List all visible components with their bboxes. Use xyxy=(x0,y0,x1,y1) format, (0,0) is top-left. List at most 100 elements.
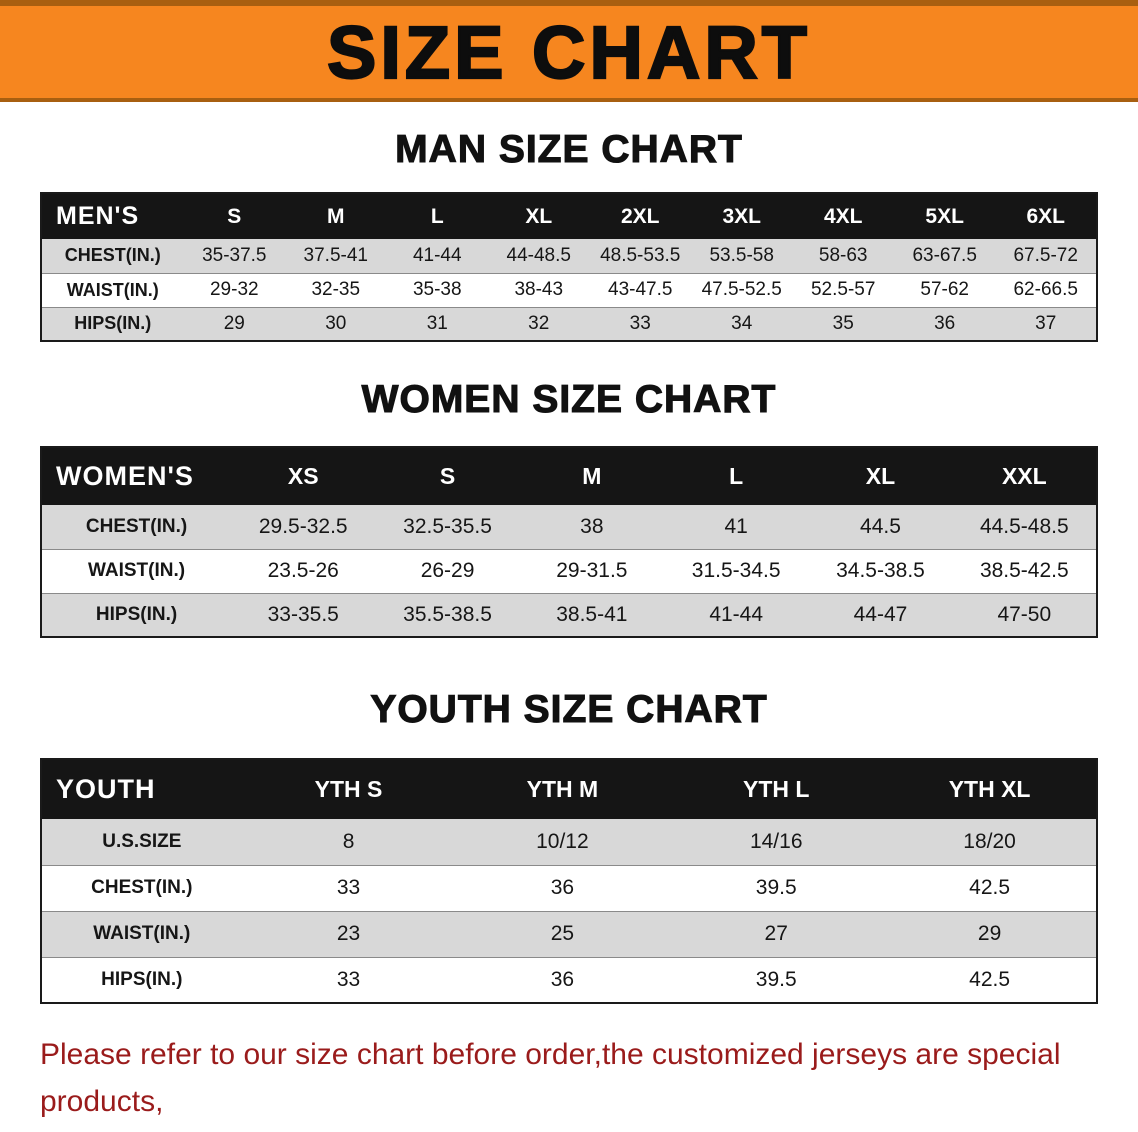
women-size-table: WOMEN'S XS S M L XL XXL CHEST(IN.) 29.5-32.5 32.5… xyxy=(40,446,1098,638)
size-value-cell: 36 xyxy=(455,957,670,1004)
size-value-cell: 32.5-35.5 xyxy=(375,505,520,550)
size-column-header: S xyxy=(375,447,520,505)
notice-line-2: we don't accept cancel, change, teturn o… xyxy=(40,1125,1098,1132)
banner: SIZE CHART xyxy=(0,0,1138,102)
row-label: CHEST(IN.) xyxy=(41,505,232,550)
women-size-chart-section: WOMEN SIZE CHART WOMEN'S XS S M L XL XXL CHEST(… xyxy=(0,377,1138,638)
row-label: WAIST(IN.) xyxy=(41,911,242,958)
size-value-cell: 29-32 xyxy=(183,273,286,308)
size-value-cell: 44-48.5 xyxy=(488,239,590,274)
size-value-cell: 35-38 xyxy=(386,273,488,308)
size-value-cell: 37 xyxy=(995,307,1097,342)
size-value-cell: 38.5-41 xyxy=(519,593,665,638)
size-column-header: 6XL xyxy=(995,193,1097,239)
table-row: HIPS(IN.) 33-35.5 35.5-38.5 38.5-41 41-44 44-… xyxy=(41,593,1097,638)
row-label: WAIST(IN.) xyxy=(41,273,184,308)
footer-notice: Please refer to our size chart before or… xyxy=(40,1032,1098,1132)
size-value-cell: 31 xyxy=(386,307,488,342)
size-column-header: M xyxy=(519,447,665,505)
size-value-cell: 33 xyxy=(589,307,691,342)
table-title-cell: YOUTH xyxy=(41,759,242,819)
table-row: HIPS(IN.) 29 30 31 32 33 34 35 36 37 xyxy=(41,307,1097,342)
row-label: WAIST(IN.) xyxy=(41,549,232,594)
size-column-header: XS xyxy=(231,447,376,505)
size-value-cell: 42.5 xyxy=(883,957,1097,1004)
size-value-cell: 39.5 xyxy=(669,957,884,1004)
size-column-header: 2XL xyxy=(589,193,691,239)
table-header-row: WOMEN'S XS S M L XL XXL xyxy=(41,447,1097,505)
size-value-cell: 38 xyxy=(519,505,665,550)
size-value-cell: 36 xyxy=(455,865,670,912)
table-header-row: YOUTH YTH S YTH M YTH L YTH XL xyxy=(41,759,1097,819)
size-value-cell: 47-50 xyxy=(952,593,1097,638)
size-value-cell: 33-35.5 xyxy=(231,593,376,638)
size-column-header: 5XL xyxy=(893,193,996,239)
size-column-header: 4XL xyxy=(792,193,894,239)
row-label: CHEST(IN.) xyxy=(41,865,242,912)
size-column-header: XL xyxy=(488,193,590,239)
size-value-cell: 41-44 xyxy=(386,239,488,274)
table-row: CHEST(IN.) 35-37.5 37.5-41 41-44 44-48.5 48.5… xyxy=(41,239,1097,274)
table-row: WAIST(IN.) 23.5-26 26-29 29-31.5 31.5-34.5 34… xyxy=(41,549,1097,594)
size-value-cell: 57-62 xyxy=(893,273,996,308)
size-value-cell: 30 xyxy=(285,307,387,342)
youth-size-chart-title: YOUTH SIZE CHART xyxy=(370,687,768,731)
size-value-cell: 23 xyxy=(241,911,456,958)
table-title-cell: WOMEN'S xyxy=(41,447,232,505)
table-header-row: MEN'S S M L XL 2XL 3XL 4XL 5XL 6XL xyxy=(41,193,1097,239)
size-column-header: L xyxy=(386,193,488,239)
size-value-cell: 34 xyxy=(690,307,793,342)
size-column-header: XXL xyxy=(952,447,1097,505)
size-value-cell: 36 xyxy=(893,307,996,342)
size-value-cell: 31.5-34.5 xyxy=(664,549,809,594)
size-value-cell: 38.5-42.5 xyxy=(952,549,1097,594)
size-value-cell: 25 xyxy=(455,911,670,958)
size-value-cell: 48.5-53.5 xyxy=(589,239,691,274)
size-value-cell: 58-63 xyxy=(792,239,894,274)
size-value-cell: 34.5-38.5 xyxy=(808,549,953,594)
size-value-cell: 37.5-41 xyxy=(285,239,387,274)
size-column-header: S xyxy=(183,193,286,239)
size-column-header: M xyxy=(285,193,387,239)
size-value-cell: 29 xyxy=(883,911,1097,958)
size-value-cell: 14/16 xyxy=(669,819,884,866)
size-value-cell: 47.5-52.5 xyxy=(690,273,793,308)
table-title-cell: MEN'S xyxy=(41,193,184,239)
size-column-header: L xyxy=(664,447,809,505)
size-value-cell: 35.5-38.5 xyxy=(375,593,520,638)
size-value-cell: 44-47 xyxy=(808,593,953,638)
size-value-cell: 52.5-57 xyxy=(792,273,894,308)
size-value-cell: 29.5-32.5 xyxy=(231,505,376,550)
size-value-cell: 53.5-58 xyxy=(690,239,793,274)
size-value-cell: 44.5 xyxy=(808,505,953,550)
size-value-cell: 62-66.5 xyxy=(995,273,1097,308)
size-value-cell: 42.5 xyxy=(883,865,1097,912)
size-value-cell: 35 xyxy=(792,307,894,342)
table-row: WAIST(IN.) 29-32 32-35 35-38 38-43 43-47.5 47.… xyxy=(41,273,1097,308)
row-label: U.S.SIZE xyxy=(41,819,242,866)
size-value-cell: 35-37.5 xyxy=(183,239,286,274)
size-value-cell: 29-31.5 xyxy=(519,549,665,594)
table-row: CHEST(IN.) 29.5-32.5 32.5-35.5 38 41 44.5 44.5… xyxy=(41,505,1097,550)
row-label: HIPS(IN.) xyxy=(41,307,184,342)
size-column-header: XL xyxy=(808,447,953,505)
size-value-cell: 10/12 xyxy=(455,819,670,866)
table-row: HIPS(IN.) 33 36 39.5 42.5 xyxy=(41,957,1097,1004)
notice-line-1: Please refer to our size chart before or… xyxy=(40,1038,1061,1118)
size-value-cell: 33 xyxy=(241,957,456,1004)
table-row: CHEST(IN.) 33 36 39.5 42.5 xyxy=(41,865,1097,912)
size-value-cell: 23.5-26 xyxy=(231,549,376,594)
men-size-chart-title: MAN SIZE CHART xyxy=(395,127,743,171)
size-value-cell: 33 xyxy=(241,865,456,912)
banner-title: SIZE CHART xyxy=(326,9,811,94)
men-size-chart-section: MAN SIZE CHART MEN'S S M L XL 2XL 3XL 4XL 5XL 6XL… xyxy=(0,127,1138,342)
row-label: HIPS(IN.) xyxy=(41,957,242,1004)
youth-size-table: YOUTH YTH S YTH M YTH L YTH XL U.S.SIZE 8 10/12… xyxy=(40,758,1098,1004)
size-column-header: YTH L xyxy=(669,759,884,819)
size-column-header: YTH M xyxy=(455,759,670,819)
size-value-cell: 63-67.5 xyxy=(893,239,996,274)
size-value-cell: 44.5-48.5 xyxy=(952,505,1097,550)
size-value-cell: 41 xyxy=(664,505,809,550)
size-value-cell: 43-47.5 xyxy=(589,273,691,308)
table-row: U.S.SIZE 8 10/12 14/16 18/20 xyxy=(41,819,1097,866)
